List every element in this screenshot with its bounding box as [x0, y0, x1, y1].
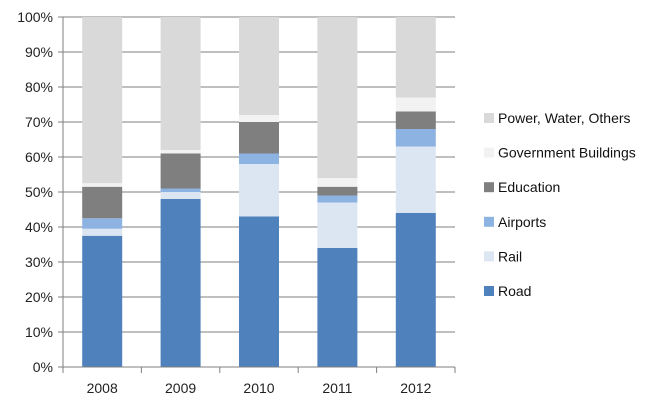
bar-segment-airports-2011: [317, 195, 358, 203]
y-tick-label: 30%: [25, 254, 53, 270]
bar-segment-power-water-others-2010: [239, 17, 279, 115]
bar-segment-education-2012: [395, 111, 436, 129]
legend-label: Airports: [498, 214, 546, 230]
bar-segment-rail-2008: [82, 228, 123, 236]
y-tick-label: 50%: [25, 184, 53, 200]
y-tick-label: 60%: [25, 149, 53, 165]
y-tick-label: 40%: [25, 219, 53, 235]
legend-label: Rail: [498, 248, 522, 264]
bar-segment-rail-2010: [239, 164, 279, 217]
bar-segment-government-buildings-2008: [82, 183, 123, 187]
y-tick-label: 0%: [33, 359, 53, 375]
bar-segment-airports-2008: [82, 218, 123, 229]
y-axis-tick-labels: 0% 10% 20% 30% 40% 50% 60% 70% 80% 90% 100%: [17, 9, 53, 375]
bar-segment-power-water-others-2012: [395, 17, 436, 98]
legend-label: Power, Water, Others: [498, 110, 631, 126]
x-tick-label: 2012: [400, 380, 431, 396]
legend-swatch: [484, 251, 494, 262]
x-tick-label: 2009: [165, 380, 196, 396]
y-tick-label: 10%: [25, 324, 53, 340]
legend-swatch: [484, 216, 494, 227]
legend-label: Government Buildings: [498, 145, 636, 161]
legend-swatch: [484, 182, 494, 193]
bar-segment-power-water-others-2009: [160, 17, 201, 150]
y-tick-label: 90%: [25, 44, 53, 60]
bar-segment-road-2012: [395, 213, 436, 367]
bar-segment-road-2011: [317, 248, 358, 367]
bar-segment-road-2010: [239, 216, 279, 367]
x-axis-tick-labels: 2008 2009 2010 2011 2012: [87, 380, 432, 396]
bar-segment-education-2010: [239, 122, 279, 154]
legend: Power, Water, Others Government Buildings…: [484, 110, 636, 299]
legend-swatch: [484, 113, 494, 123]
x-tick-label: 2011: [322, 380, 352, 396]
bar-segment-airports-2010: [239, 153, 279, 164]
bar-segment-education-2008: [82, 186, 123, 219]
bar-segment-government-buildings-2011: [317, 178, 358, 187]
bar-segment-power-water-others-2008: [82, 17, 123, 184]
y-tick-label: 20%: [25, 289, 53, 305]
y-tick-label: 80%: [25, 79, 53, 95]
bar-segment-rail-2011: [317, 202, 358, 248]
bar-segment-road-2009: [160, 199, 201, 367]
x-tick-label: 2010: [243, 380, 274, 396]
x-tick-label: 2008: [87, 380, 118, 396]
bar-segment-education-2011: [317, 186, 358, 196]
legend-swatch: [484, 286, 494, 296]
legend-swatch: [484, 147, 494, 158]
bar-segment-education-2009: [160, 153, 201, 189]
bar-segment-government-buildings-2009: [160, 150, 201, 154]
legend-label: Road: [498, 283, 531, 299]
bar-segment-airports-2012: [395, 129, 436, 147]
legend-label: Education: [498, 179, 560, 195]
bar-segment-rail-2012: [395, 146, 436, 213]
bar-segment-road-2008: [82, 235, 123, 367]
bar-segment-power-water-others-2011: [317, 17, 358, 178]
y-tick-label: 70%: [25, 114, 53, 130]
bars: [82, 17, 436, 367]
bar-segment-government-buildings-2010: [239, 115, 279, 122]
y-tick-label: 100%: [17, 9, 53, 25]
bar-segment-airports-2009: [160, 188, 201, 192]
axes: [62, 17, 456, 373]
bar-segment-rail-2009: [160, 192, 201, 199]
bar-segment-government-buildings-2012: [395, 97, 436, 112]
